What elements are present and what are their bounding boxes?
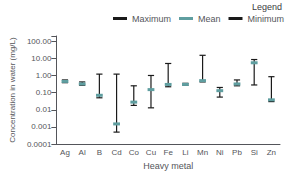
svg-text:Li: Li — [182, 148, 188, 157]
svg-text:Maximum: Maximum — [132, 14, 171, 24]
svg-text:100.00: 100.00 — [27, 37, 52, 46]
svg-text:0.10: 0.10 — [36, 88, 52, 97]
svg-text:Mean: Mean — [198, 14, 221, 24]
svg-text:Ni: Ni — [216, 148, 224, 157]
svg-text:Minimum: Minimum — [247, 14, 284, 24]
svg-text:Cd: Cd — [111, 148, 121, 157]
svg-text:B: B — [97, 148, 102, 157]
svg-text:Al: Al — [79, 148, 86, 157]
svg-text:Zn: Zn — [267, 148, 276, 157]
svg-text:10.00: 10.00 — [31, 54, 52, 63]
svg-text:Pb: Pb — [232, 148, 242, 157]
svg-text:Si: Si — [251, 148, 258, 157]
svg-text:0.001: 0.001 — [31, 122, 52, 131]
svg-text:Heavy metal: Heavy metal — [143, 161, 193, 171]
svg-text:Fe: Fe — [164, 148, 174, 157]
svg-text:Legend: Legend — [252, 2, 282, 12]
svg-text:Mn: Mn — [197, 148, 208, 157]
svg-text:Cu: Cu — [146, 148, 156, 157]
svg-text:0.0001: 0.0001 — [27, 140, 52, 149]
svg-text:Co: Co — [129, 148, 140, 157]
svg-text:Ag: Ag — [60, 148, 70, 157]
svg-text:Concentration in water (mg/L): Concentration in water (mg/L) — [8, 37, 17, 143]
svg-text:1.00: 1.00 — [36, 71, 52, 80]
svg-text:0.01: 0.01 — [36, 105, 52, 114]
